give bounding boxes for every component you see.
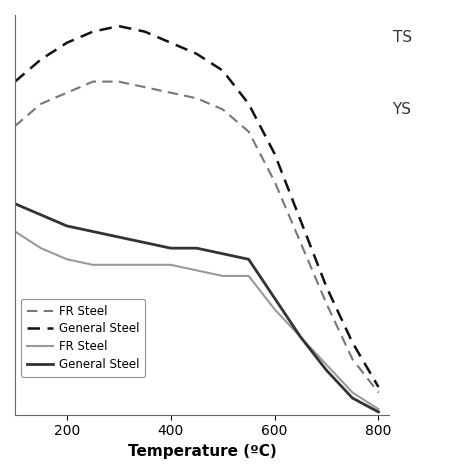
Text: YS: YS [392,102,411,117]
X-axis label: Temperature (ºC): Temperature (ºC) [128,444,276,459]
Text: TS: TS [392,30,411,45]
Legend: FR Steel, General Steel, FR Steel, General Steel: FR Steel, General Steel, FR Steel, Gener… [21,299,145,377]
